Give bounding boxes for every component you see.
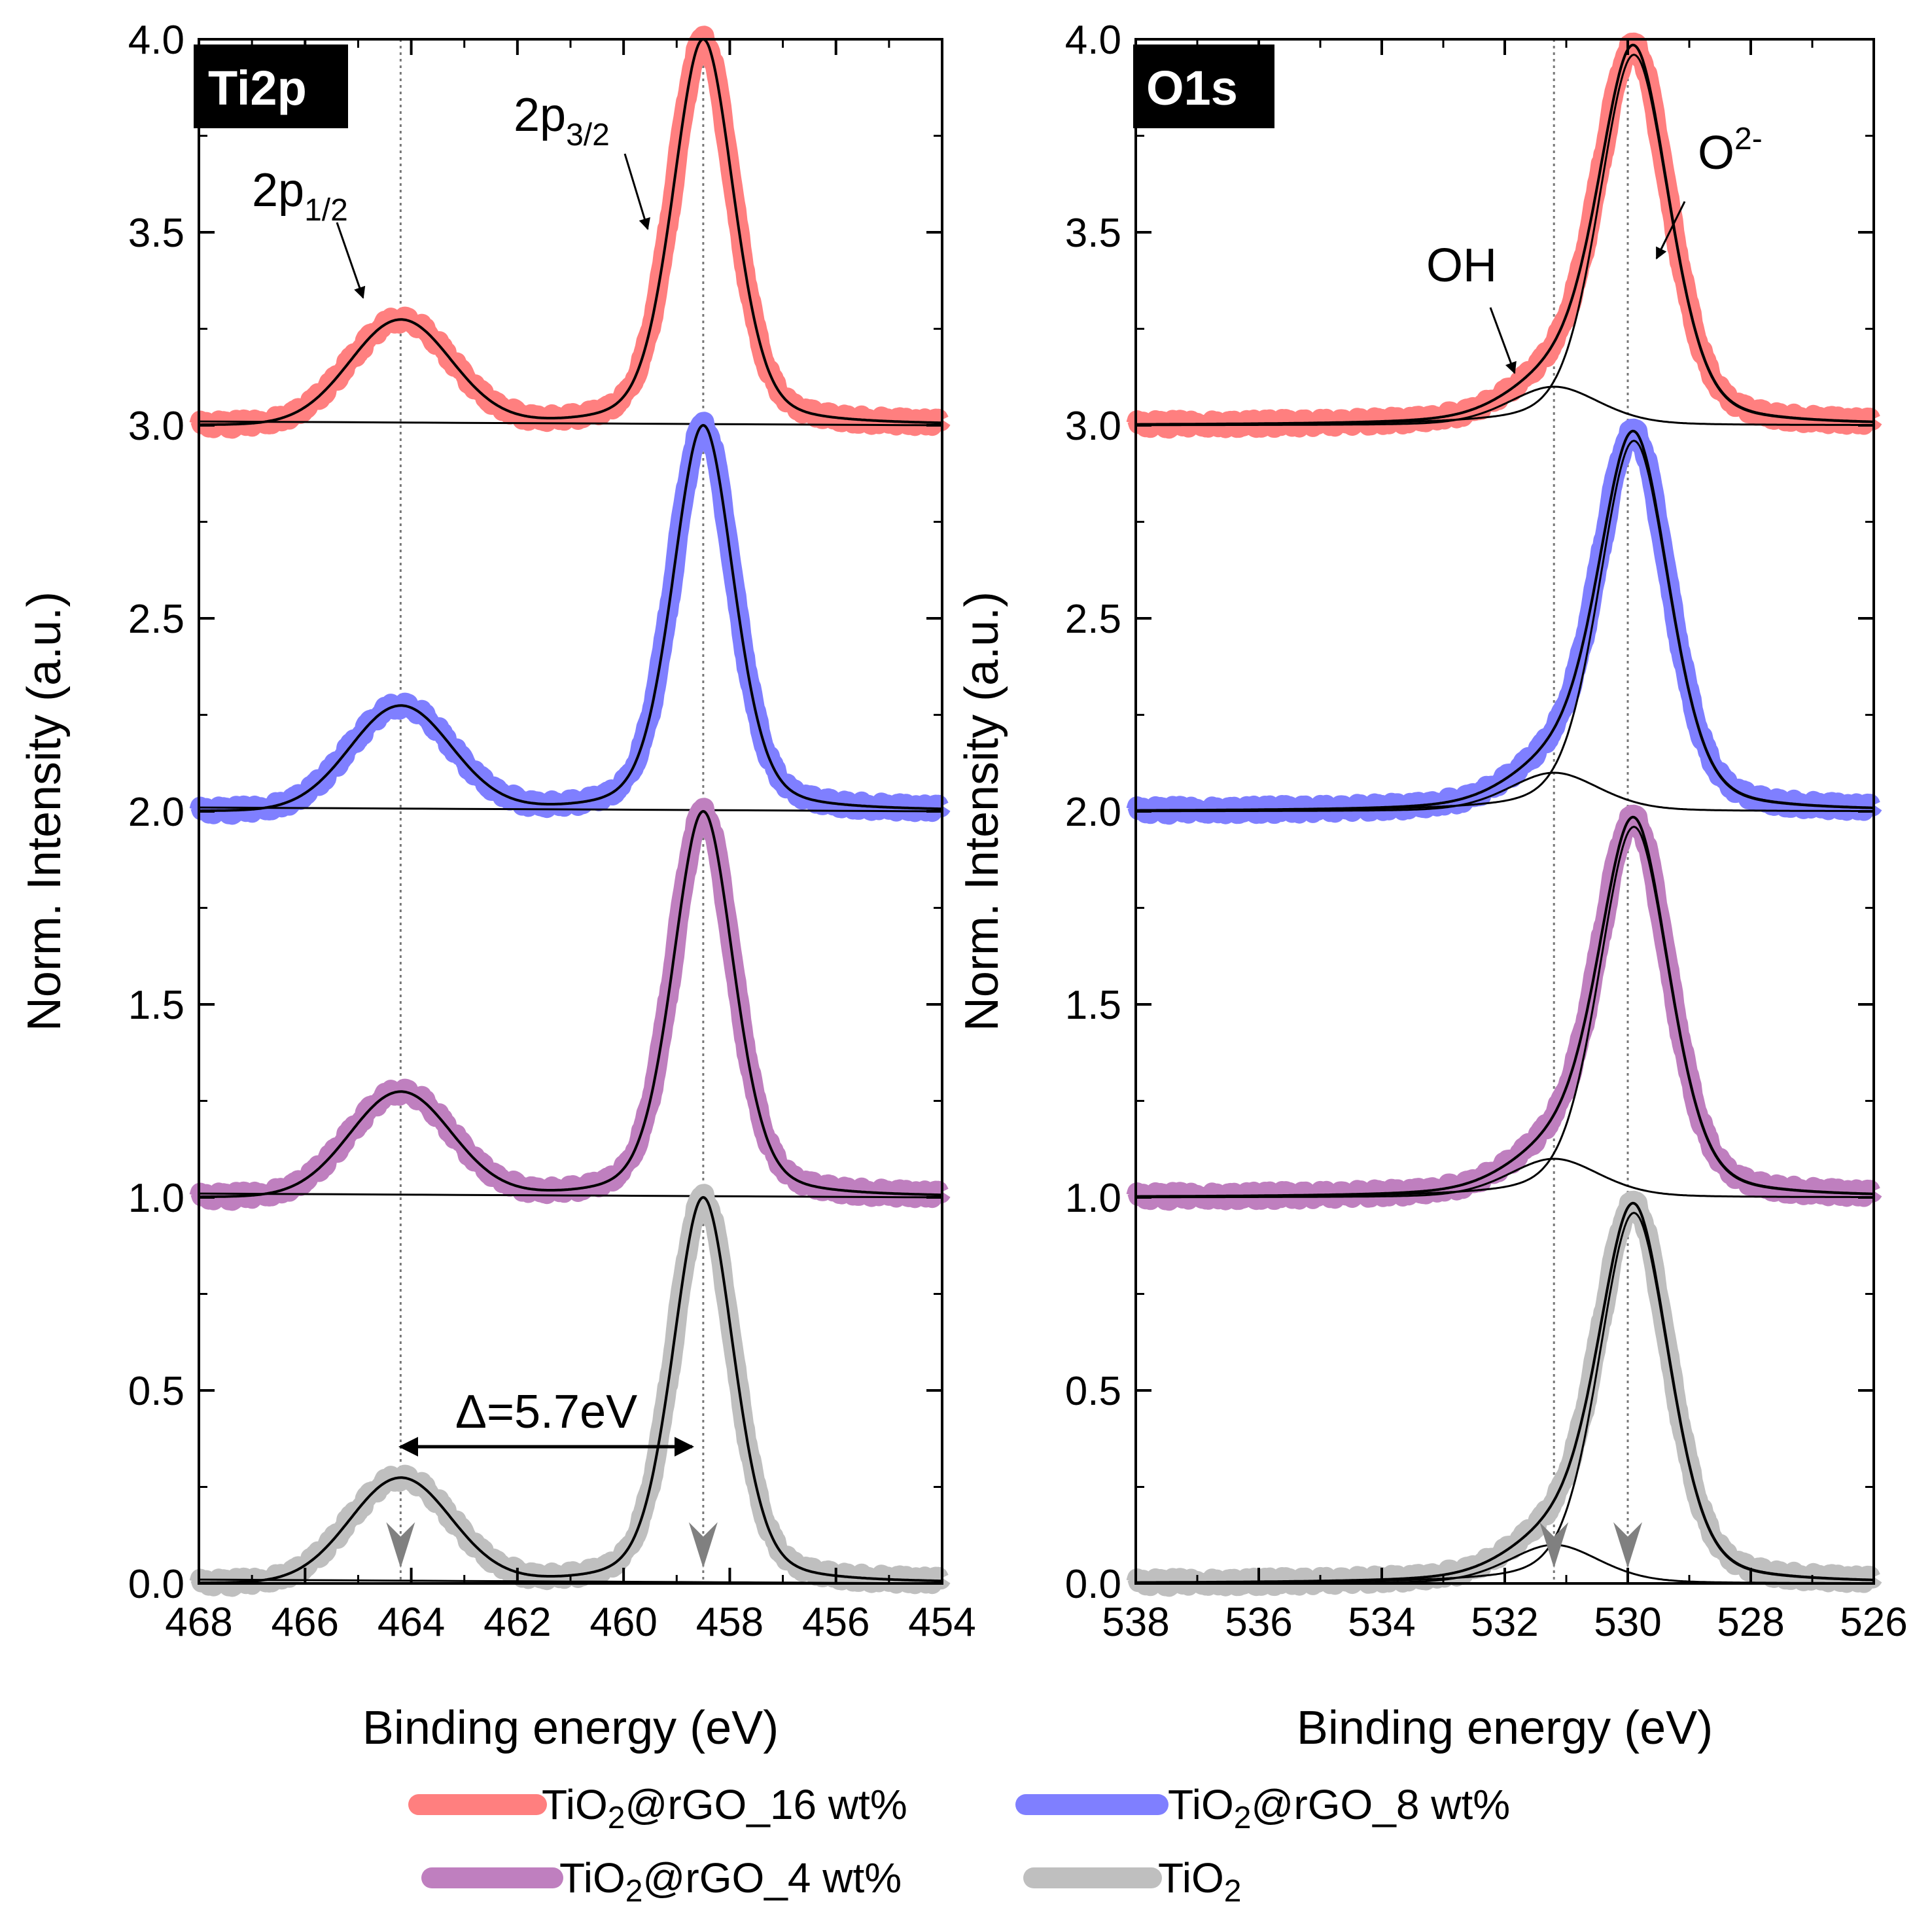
y-tick-label: 2.5 [128,597,184,642]
y-tick-label: 1.5 [1065,983,1121,1028]
legend-item: TiO2@rGO_8 wt% [1015,1781,1510,1835]
y-tick-label: 0.5 [1065,1369,1121,1414]
y-tick-label: 4.0 [128,18,184,63]
o1s-tag-box [1133,44,1274,128]
y-tick-label: 3.5 [128,211,184,256]
fit-curve [1136,43,1874,426]
o1s-tag: O1s [1146,61,1238,115]
x-tick-label: 536 [1225,1600,1292,1645]
baseline [198,420,943,427]
x-tick-label: 538 [1102,1600,1169,1645]
peak-marker-arrow [1613,1522,1642,1568]
fit-curve [199,809,942,1199]
legend: TiO2@rGO_16 wt% TiO2@rGO_8 wt% TiO2@rGO_… [408,1781,1510,1909]
y-tick-label: 3.0 [1065,404,1121,449]
ti2p-plot-area [189,26,951,1597]
x-tick-label: 454 [908,1600,975,1645]
o1s-arrow-o2 [1655,201,1686,260]
y-tick-label: 2.5 [1065,597,1121,642]
ti2p-xlabel: Binding energy (eV) [362,1702,779,1754]
y-tick-label: 4.0 [1065,18,1121,63]
o2-component [1135,1212,1874,1584]
o1s-arrow-oh [1489,307,1517,374]
legend-item: TiO2 [1023,1854,1241,1909]
y-tick-label: 0.5 [128,1369,184,1414]
legend-item: TiO2@rGO_4 wt% [421,1854,902,1909]
o1s-ticks: 538 536 534 532 530 528 526 0.0 0.5 1.0 1.5 2.0 2.5 3… [1065,18,1908,1645]
fit-curve [1136,815,1874,1198]
ti2p-tag-box [194,44,348,128]
x-tick-label: 462 [483,1600,551,1645]
x-tick-label: 528 [1717,1600,1784,1645]
fit-curve [1136,1201,1874,1584]
o1s-label-oh: OH [1426,239,1497,292]
o1s-plot-area [1126,32,1883,1597]
ti2p-label-2p12: 2p1/2 [252,164,348,228]
data-series [1126,418,1883,825]
data-series [1126,1190,1883,1597]
y-tick-label: 1.0 [1065,1176,1121,1221]
baseline [198,806,943,813]
ti2p-delta-label: Δ=5.7eV [455,1386,637,1438]
data-series [189,798,951,1211]
y-tick-label: 2.0 [1065,790,1121,835]
y-tick-label: 0.0 [128,1562,184,1607]
y-tick-label: 1.5 [128,983,184,1028]
ti2p-ticks: 468 466 464 462 460 458 456 454 0.0 0.5 1.0 1.5 2.0 2… [128,18,976,1645]
ti2p-ylabel: Norm. Intensity (a.u.) [18,592,71,1031]
legend-label: TiO2 [1158,1854,1241,1909]
x-tick-label: 464 [378,1600,445,1645]
legend-label: TiO2@rGO_8 wt% [1168,1781,1510,1835]
fit-curve [199,423,942,813]
x-tick-label: 530 [1594,1600,1661,1645]
x-tick-label: 534 [1348,1600,1415,1645]
data-series [189,412,951,825]
y-tick-label: 3.5 [1065,211,1121,256]
fit-curve [199,37,942,427]
fit-curve [1136,429,1874,812]
y-tick-label: 0.0 [1065,1562,1121,1607]
x-tick-label: 466 [272,1600,339,1645]
o2-component [1135,826,1874,1198]
o1s-label-o2: O2- [1698,122,1763,179]
y-tick-label: 1.0 [128,1176,184,1221]
legend-label: TiO2@rGO_16 wt% [542,1781,907,1835]
ti2p-arrow-2p32 [624,153,650,230]
x-tick-label: 460 [589,1600,657,1645]
o2-component [1135,440,1874,812]
peak-marker-arrow [386,1522,415,1568]
legend-label: TiO2@rGO_4 wt% [559,1854,902,1909]
ti2p-panel: 468 466 464 462 460 458 456 454 0.0 0.5 1.0 1.5 2.0 2… [18,18,976,1754]
ti2p-label-2p32: 2p3/2 [514,89,610,152]
ti2p-arrow-2p12 [336,222,366,299]
peak-marker-arrow [688,1522,718,1568]
baseline [198,1192,943,1199]
x-tick-label: 468 [165,1600,232,1645]
x-tick-label: 532 [1471,1600,1538,1645]
x-tick-label: 458 [696,1600,764,1645]
o1s-xlabel: Binding energy (eV) [1297,1702,1713,1754]
peak-marker-arrow [1539,1522,1569,1568]
ti2p-tag: Ti2p [208,61,307,115]
y-tick-label: 3.0 [128,404,184,449]
o1s-ylabel: Norm. Intensity (a.u.) [956,592,1008,1031]
data-series [1126,804,1883,1211]
o1s-panel: 538 536 534 532 530 528 526 0.0 0.5 1.0 1.5 2.0 2.5 3… [956,18,1908,1754]
x-tick-label: 456 [802,1600,869,1645]
y-tick-label: 2.0 [128,790,184,835]
x-tick-label: 526 [1840,1600,1907,1645]
legend-item: TiO2@rGO_16 wt% [408,1781,907,1835]
